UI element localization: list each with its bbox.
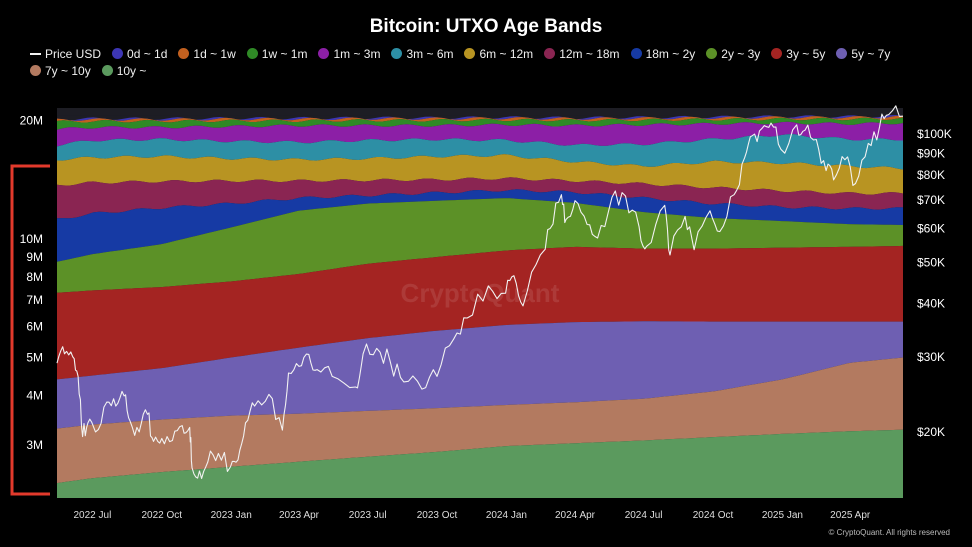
- legend-label: 2y ~ 3y: [721, 47, 761, 61]
- right-axis-tick-label: $90K: [917, 146, 945, 160]
- legend-swatch: [771, 48, 783, 59]
- legend-label: 12m ~ 18m: [559, 47, 620, 61]
- right-axis-tick-label: $80K: [917, 168, 945, 182]
- legend-label: 6m ~ 12m: [479, 47, 534, 61]
- band-1w-1m: [57, 117, 903, 130]
- legend-label: 7y ~ 10y: [45, 64, 91, 78]
- x-axis-tick-label: 2023 Apr: [279, 510, 320, 521]
- legend-label: 1d ~ 1w: [193, 47, 236, 61]
- x-axis-tick-label: 2023 Jul: [349, 510, 387, 521]
- band-3m-6m: [57, 134, 903, 170]
- left-axis-tick-label: 10M: [20, 232, 43, 246]
- legend-label: 1m ~ 3m: [333, 47, 381, 61]
- legend-item-1m-3m[interactable]: 1m ~ 3m: [318, 46, 380, 63]
- band-12m-18m: [57, 177, 903, 219]
- legend-item-12m-18m[interactable]: 12m ~ 18m: [544, 46, 620, 63]
- x-axis-tick-label: 2024 Jul: [625, 510, 663, 521]
- legend-swatch: [544, 48, 556, 59]
- left-axis-tick-label: 3M: [26, 438, 43, 452]
- x-axis-tick-label: 2024 Apr: [555, 510, 596, 521]
- x-axis-tick-label: 2024 Jan: [486, 510, 527, 521]
- legend-swatch: [178, 48, 190, 59]
- watermark: CryptoQuant: [401, 278, 560, 308]
- legend-swatch: [30, 65, 41, 76]
- band-1d-1w: [57, 115, 903, 123]
- chart-title: Bitcoin: UTXO Age Bands: [369, 16, 603, 37]
- red-bracket-annotation: [10, 164, 50, 496]
- legend: Price USD 0d ~ 1d 1d ~ 1w 1w ~ 1m 1m ~ 3m 3m …: [30, 46, 955, 80]
- left-axis-tick-label: 20M: [20, 113, 43, 127]
- legend-label: Price USD: [45, 47, 102, 61]
- legend-item-1d-1w[interactable]: 1d ~ 1w: [178, 46, 236, 63]
- legend-swatch: [836, 48, 848, 59]
- legend-swatch: [246, 48, 258, 59]
- right-axis-tick-label: $40K: [917, 297, 945, 311]
- legend-swatch: [630, 48, 642, 59]
- legend-label: 0d ~ 1d: [127, 47, 168, 61]
- band-18m-2y: [57, 189, 903, 262]
- legend-swatch: [112, 48, 124, 59]
- right-axis-tick-label: $20K: [917, 425, 945, 439]
- right-axis-tick-label: $100K: [917, 127, 952, 141]
- legend-label: 5y ~ 7y: [851, 47, 891, 61]
- legend-swatch: [464, 48, 476, 59]
- band-10y: [57, 429, 903, 498]
- legend-item-price-usd[interactable]: Price USD: [30, 46, 101, 63]
- left-axis-tick-label: 6M: [26, 319, 43, 333]
- band-7y-10y: [57, 357, 903, 484]
- x-axis-tick-label: 2023 Jan: [211, 510, 252, 521]
- legend-label: 1w ~ 1m: [261, 47, 308, 61]
- right-axis-tick-label: $70K: [917, 193, 945, 207]
- legend-item-7y-10y[interactable]: 7y ~ 10y: [30, 63, 91, 80]
- band-6m-12m: [57, 154, 903, 195]
- x-axis-tick-label: 2022 Jul: [73, 510, 111, 521]
- left-axis-tick-label: 5M: [26, 351, 43, 365]
- right-axis-tick-label: $30K: [917, 350, 945, 364]
- plot-top-strip: [57, 108, 903, 116]
- left-axis-tick-label: 4M: [26, 389, 43, 403]
- legend-swatch: [391, 48, 403, 59]
- legend-label: 10y ~: [116, 64, 147, 78]
- legend-item-3y-5y[interactable]: 3y ~ 5y: [771, 46, 825, 63]
- legend-swatch: [318, 48, 330, 59]
- legend-item-1w-1m[interactable]: 1w ~ 1m: [246, 46, 308, 63]
- right-axis-tick-label: $60K: [917, 222, 945, 236]
- legend-label: 3y ~ 5y: [786, 47, 826, 61]
- legend-item-3m-6m[interactable]: 3m ~ 6m: [391, 46, 453, 63]
- legend-label: 3m ~ 6m: [406, 47, 454, 61]
- left-axis-tick-label: 9M: [26, 250, 43, 264]
- band-3y-5y: [57, 245, 903, 380]
- legend-item-2y-3y[interactable]: 2y ~ 3y: [706, 46, 760, 63]
- right-axis-tick-label: $50K: [917, 255, 945, 269]
- left-axis-tick-label: 8M: [26, 270, 43, 284]
- legend-swatch: [706, 48, 718, 59]
- copyright-credit: © CryptoQuant. All rights reserved: [828, 528, 951, 537]
- legend-item-0d-1d[interactable]: 0d ~ 1d: [112, 46, 167, 63]
- x-axis-tick-label: 2023 Oct: [417, 510, 458, 521]
- legend-item-10y[interactable]: 10y ~: [101, 63, 147, 80]
- band-2y-3y: [57, 198, 903, 293]
- legend-item-18m-2y[interactable]: 18m ~ 2y: [630, 46, 696, 63]
- legend-item-6m-12m[interactable]: 6m ~ 12m: [464, 46, 533, 63]
- legend-item-5y-7y[interactable]: 5y ~ 7y: [836, 46, 890, 63]
- x-axis-tick-label: 2025 Apr: [830, 510, 871, 521]
- x-axis-tick-label: 2025 Jan: [762, 510, 803, 521]
- band-5y-7y: [57, 321, 903, 429]
- legend-label: 18m ~ 2y: [645, 47, 696, 61]
- x-axis-tick-label: 2022 Oct: [142, 510, 183, 521]
- legend-swatch: [101, 65, 113, 76]
- x-axis-tick-label: 2024 Oct: [693, 510, 734, 521]
- price-usd-line: [56, 105, 904, 480]
- band-1m-3m: [57, 121, 903, 147]
- left-axis-tick-label: 7M: [26, 293, 43, 307]
- legend-swatch: [30, 53, 41, 55]
